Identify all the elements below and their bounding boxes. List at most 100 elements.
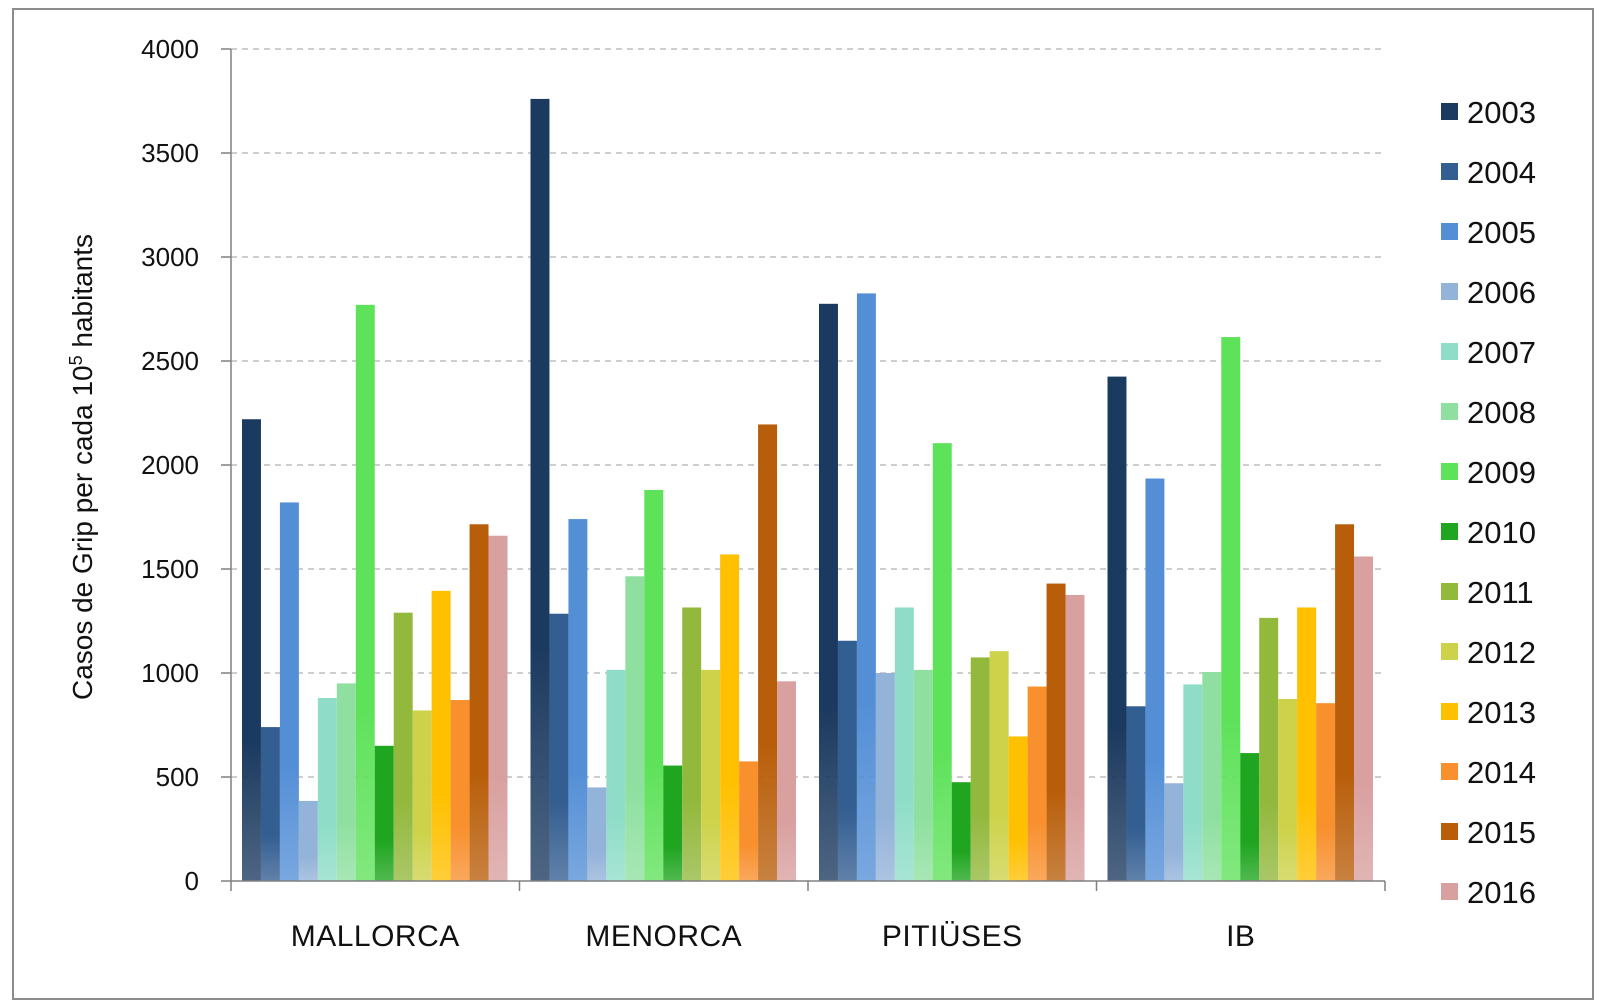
- legend-item-2007: 2007: [1441, 335, 1536, 370]
- legend-item-2010: 2010: [1441, 515, 1536, 550]
- legend-item-2008: 2008: [1441, 395, 1536, 430]
- legend-label: 2009: [1467, 455, 1536, 490]
- bar-2009-0: [355, 304, 375, 882]
- bar-2006-2: [875, 673, 895, 881]
- legend-label: 2015: [1467, 815, 1536, 850]
- legend-label: 2007: [1467, 335, 1536, 370]
- legend-label: 2008: [1467, 395, 1536, 430]
- y-tick-label: 1500: [141, 554, 199, 584]
- category-label: MENORCA: [585, 920, 742, 953]
- bars: [242, 98, 1373, 882]
- bar-2006-3: [1164, 783, 1184, 881]
- legend-item-2003: 2003: [1441, 95, 1536, 130]
- legend-swatch: [1441, 583, 1458, 600]
- bar-2011-1: [682, 607, 702, 881]
- bar-2008-0: [336, 683, 356, 881]
- y-tick-labels: 0 500 1000 1500 2000 2500 3000 3500 4000: [141, 34, 199, 896]
- bar-2010-3: [1240, 753, 1260, 881]
- y-tick-label: 0: [185, 866, 199, 896]
- legend-label: 2006: [1467, 275, 1536, 310]
- bar-2007-0: [317, 697, 337, 881]
- legend-swatch: [1441, 163, 1458, 180]
- bar-2013-1: [720, 554, 740, 881]
- bar-2012-1: [701, 669, 721, 881]
- legend-item-2011: 2011: [1441, 575, 1534, 610]
- legend-label: 2010: [1467, 515, 1536, 550]
- bar-2013-0: [431, 590, 451, 881]
- legend-label: 2005: [1467, 215, 1536, 250]
- legend-item-2004: 2004: [1441, 155, 1536, 190]
- bar-2003-3: [1107, 376, 1127, 881]
- category-label: PITIÜSES: [882, 920, 1023, 953]
- legend-swatch: [1441, 523, 1458, 540]
- legend-label: 2013: [1467, 695, 1536, 730]
- legend-swatch: [1441, 103, 1458, 120]
- bar-2016-0: [488, 535, 508, 881]
- legend-item-2015: 2015: [1441, 815, 1536, 850]
- bar-2011-0: [393, 612, 413, 881]
- legend-label: 2014: [1467, 755, 1536, 790]
- bar-2009-1: [644, 489, 664, 881]
- bar-2010-2: [951, 782, 971, 881]
- legend-item-2012: 2012: [1441, 635, 1536, 670]
- bar-2012-2: [989, 651, 1009, 881]
- legend-label: 2003: [1467, 95, 1536, 130]
- bar-2004-2: [837, 640, 857, 881]
- bar-2016-2: [1065, 595, 1085, 881]
- bar-2004-1: [549, 613, 569, 881]
- bar-2014-0: [450, 700, 470, 881]
- y-tick-label: 3500: [141, 138, 199, 168]
- legend-item-2005: 2005: [1441, 215, 1536, 250]
- bar-2010-1: [663, 765, 683, 881]
- bar-2005-3: [1145, 478, 1165, 881]
- bar-2007-1: [606, 669, 626, 881]
- legend-item-2016: 2016: [1441, 875, 1536, 910]
- bar-2014-2: [1027, 686, 1047, 881]
- bar-2011-3: [1259, 617, 1279, 881]
- legend-label: 2004: [1467, 155, 1536, 190]
- legend-item-2014: 2014: [1441, 755, 1536, 790]
- legend-swatch: [1441, 883, 1458, 900]
- category-label: IB: [1226, 920, 1255, 953]
- bar-2007-2: [894, 607, 914, 881]
- legend-item-2013: 2013: [1441, 695, 1536, 730]
- legend-swatch: [1441, 763, 1458, 780]
- bar-2011-2: [970, 657, 990, 881]
- y-tick-label: 2000: [141, 450, 199, 480]
- bar-2008-1: [625, 576, 645, 881]
- bar-2014-3: [1316, 703, 1336, 881]
- legend-swatch: [1441, 343, 1458, 360]
- legend-swatch: [1441, 643, 1458, 660]
- bar-2013-3: [1297, 607, 1317, 881]
- y-tick-label: 2500: [141, 346, 199, 376]
- bar-2012-3: [1278, 699, 1298, 881]
- bar-2004-0: [260, 727, 280, 881]
- legend-label: 2016: [1467, 875, 1536, 910]
- legend-item-2009: 2009: [1441, 455, 1536, 490]
- bar-2008-2: [913, 669, 933, 881]
- bar-2003-1: [530, 98, 550, 882]
- legend-swatch: [1441, 823, 1458, 840]
- legend: 2003 2004 2005 2006 2007 2008 2009 2010 2011 2012…: [1441, 95, 1536, 910]
- y-tick-label: 1000: [141, 658, 199, 688]
- bar-2013-2: [1008, 736, 1028, 881]
- bar-2015-0: [469, 524, 489, 881]
- bar-2005-1: [568, 519, 588, 881]
- legend-label: 2012: [1467, 635, 1536, 670]
- bar-2016-3: [1354, 556, 1373, 881]
- bar-2003-2: [819, 303, 838, 881]
- axes: [221, 48, 1386, 891]
- bar-2015-3: [1335, 524, 1355, 881]
- bar-2010-0: [374, 745, 394, 881]
- category-label: MALLORCA: [291, 920, 460, 953]
- bar-2009-2: [932, 443, 952, 881]
- category-labels: MALLORCA MENORCA PITIÜSES IB: [291, 920, 1255, 953]
- bar-2003-0: [242, 419, 261, 881]
- bar-2015-2: [1046, 583, 1066, 881]
- bar-2005-0: [279, 502, 299, 881]
- bar-2005-2: [856, 293, 876, 881]
- bar-2009-3: [1221, 337, 1241, 882]
- bar-2014-1: [739, 761, 759, 881]
- bar-2007-3: [1183, 684, 1203, 881]
